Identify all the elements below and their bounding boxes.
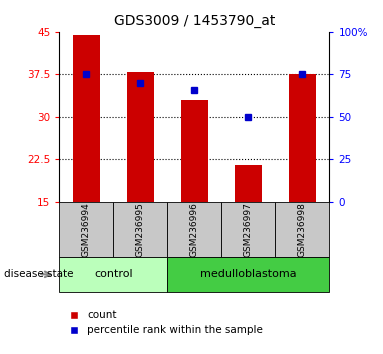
Text: medulloblastoma: medulloblastoma — [200, 269, 297, 279]
Text: disease state: disease state — [4, 269, 73, 279]
Text: GSM236995: GSM236995 — [136, 202, 145, 257]
Text: GSM236996: GSM236996 — [190, 202, 199, 257]
Text: GSM236997: GSM236997 — [244, 202, 253, 257]
Bar — [235, 165, 262, 202]
Bar — [221, 202, 275, 257]
Bar — [181, 100, 208, 202]
Bar — [59, 202, 113, 257]
Bar — [73, 35, 100, 202]
Text: GSM236998: GSM236998 — [298, 202, 307, 257]
Bar — [275, 202, 329, 257]
Title: GDS3009 / 1453790_at: GDS3009 / 1453790_at — [114, 14, 275, 28]
Text: GSM236994: GSM236994 — [82, 202, 91, 257]
Bar — [289, 74, 316, 202]
Bar — [59, 257, 167, 292]
Text: control: control — [94, 269, 133, 279]
Bar — [127, 72, 154, 202]
Bar — [167, 257, 329, 292]
Legend: count, percentile rank within the sample: count, percentile rank within the sample — [65, 306, 268, 339]
Bar — [113, 202, 167, 257]
Bar — [167, 202, 221, 257]
